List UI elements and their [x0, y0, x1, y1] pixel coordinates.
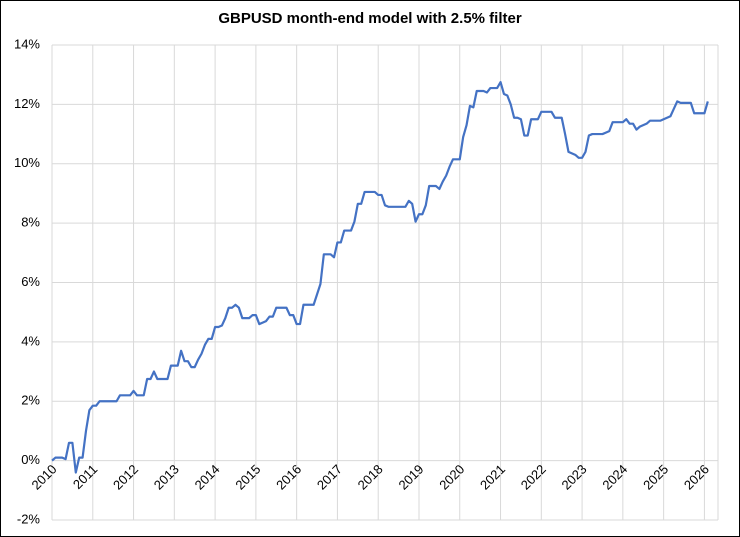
y-tick-label: 14%	[14, 36, 40, 51]
y-tick-label: 0%	[21, 452, 40, 467]
y-tick-label: 8%	[21, 215, 40, 230]
chart-title: GBPUSD month-end model with 2.5% filter	[218, 10, 522, 27]
y-tick-label: -2%	[17, 511, 41, 526]
y-tick-label: 6%	[21, 274, 40, 289]
y-tick-label: 2%	[21, 393, 40, 408]
y-tick-label: 4%	[21, 333, 40, 348]
y-tick-label: 10%	[14, 155, 40, 170]
data-line	[51, 81, 709, 474]
y-tick-label: 12%	[14, 96, 40, 111]
